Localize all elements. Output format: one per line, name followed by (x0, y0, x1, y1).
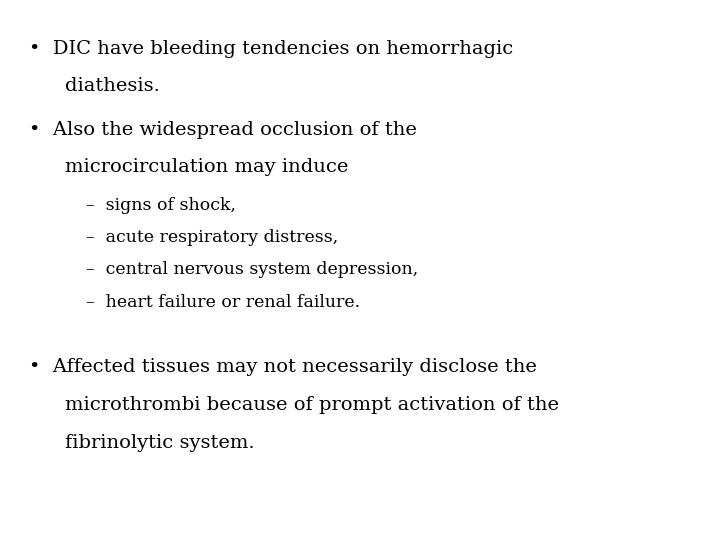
Text: –  heart failure or renal failure.: – heart failure or renal failure. (86, 294, 361, 311)
Text: diathesis.: diathesis. (65, 77, 160, 96)
Text: •  DIC have bleeding tendencies on hemorrhagic: • DIC have bleeding tendencies on hemorr… (29, 39, 513, 58)
Text: –  central nervous system depression,: – central nervous system depression, (86, 261, 418, 279)
Text: •  Affected tissues may not necessarily disclose the: • Affected tissues may not necessarily d… (29, 358, 536, 376)
Text: fibrinolytic system.: fibrinolytic system. (65, 434, 254, 452)
Text: •  Also the widespread occlusion of the: • Also the widespread occlusion of the (29, 120, 417, 139)
Text: –  signs of shock,: – signs of shock, (86, 197, 236, 214)
Text: –  acute respiratory distress,: – acute respiratory distress, (86, 229, 338, 246)
Text: microthrombi because of prompt activation of the: microthrombi because of prompt activatio… (65, 396, 559, 414)
Text: microcirculation may induce: microcirculation may induce (65, 158, 348, 177)
